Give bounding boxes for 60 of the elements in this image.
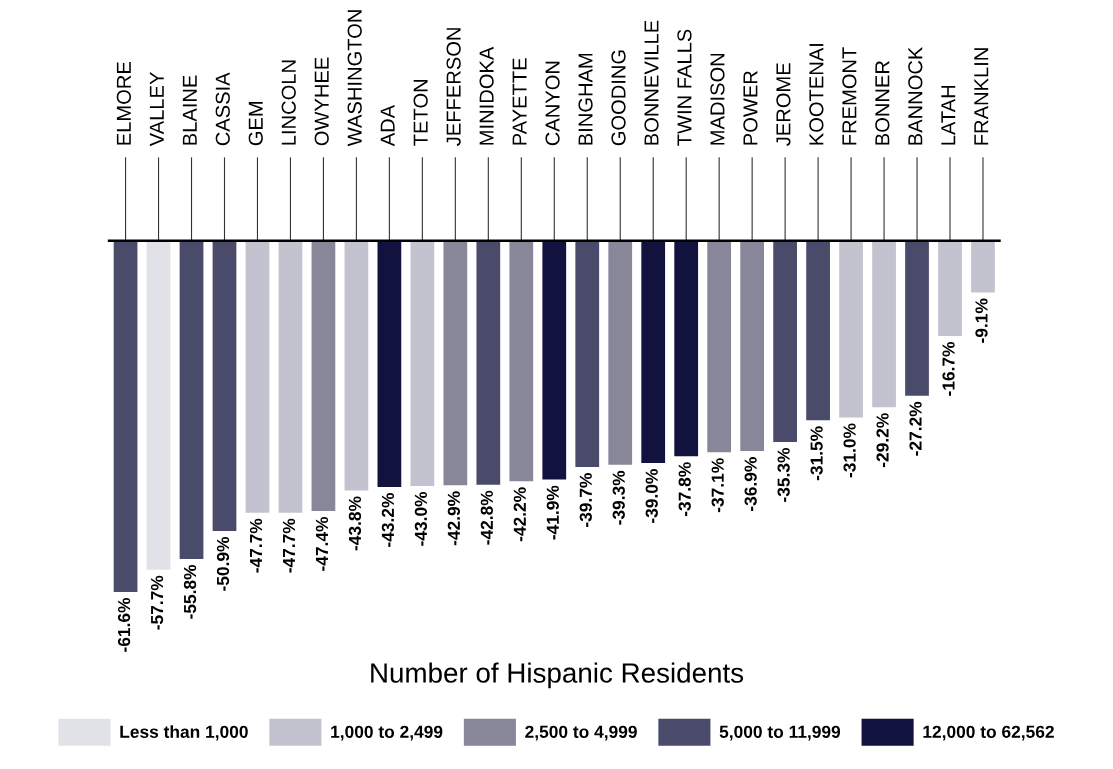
x-tick-label: LINCOLN xyxy=(281,60,296,145)
x-tick-label: MADISON xyxy=(710,53,725,145)
x-tick-label: FRANKLIN xyxy=(974,48,989,145)
legend-label: 5,000 to 11,999 xyxy=(719,725,841,741)
x-tick-label: GEM xyxy=(248,102,263,146)
data-label: -47.7% xyxy=(249,518,263,573)
data-label: -9.1% xyxy=(975,298,988,343)
data-label: -27.2% xyxy=(909,401,922,456)
x-tick-label: JEFFERSON xyxy=(446,28,461,146)
data-label: -47.4% xyxy=(315,517,329,571)
data-label: -31.0% xyxy=(843,423,856,478)
legend-label: Less than 1,000 xyxy=(120,725,248,741)
legend-label: 2,500 to 4,999 xyxy=(525,725,637,741)
data-label: -39.0% xyxy=(645,469,658,523)
data-label: -42.2% xyxy=(513,487,526,542)
data-label: -55.8% xyxy=(183,564,197,619)
x-tick-label: BINGHAM xyxy=(578,53,593,145)
x-tick-label: ADA xyxy=(380,104,395,147)
legend-label: 1,000 to 2,499 xyxy=(331,725,443,741)
x-tick-label: VALLEY xyxy=(149,72,164,147)
data-label: -36.9% xyxy=(744,457,757,511)
x-tick-label: WASHINGTON xyxy=(347,10,362,147)
x-tick-label: MINIDOKA xyxy=(479,46,494,145)
data-label: -31.5% xyxy=(810,426,823,481)
x-tick-label: FREMONT xyxy=(842,47,857,145)
x-tick-label: LATAH xyxy=(941,85,956,145)
legend-label: 12,000 to 62,562 xyxy=(923,725,1054,741)
x-tick-label: PAYETTE xyxy=(512,58,527,145)
data-label: -50.9% xyxy=(216,536,230,591)
x-tick-label: ELMORE xyxy=(116,62,131,145)
data-label: -29.2% xyxy=(876,413,889,468)
x-tick-label: KOOTENAI xyxy=(809,44,824,145)
x-tick-label: BONNEVILLE xyxy=(644,20,659,145)
data-label: -43.8% xyxy=(348,496,362,551)
x-tick-label: OWYHEE xyxy=(314,57,329,146)
data-label: -39.7% xyxy=(579,473,592,527)
legend-title: Number of Hispanic Residents xyxy=(371,662,744,689)
data-label: -43.0% xyxy=(414,491,428,546)
x-tick-label: CASSIA xyxy=(215,72,230,146)
data-label: -41.9% xyxy=(546,485,559,540)
data-label: -16.7% xyxy=(942,341,955,396)
x-tick-label: BANNOCK xyxy=(908,46,923,145)
x-tick-label: GOODING xyxy=(611,50,626,146)
x-tick-label: JEROME xyxy=(776,63,791,146)
data-label: -42.8% xyxy=(480,490,493,545)
data-label: -61.6% xyxy=(117,597,131,652)
data-label: -35.3% xyxy=(777,448,790,502)
x-tick-label: BLAINE xyxy=(182,75,197,145)
data-label: -42.9% xyxy=(447,491,460,546)
x-tick-label: TETON xyxy=(413,80,428,146)
data-label: -37.1% xyxy=(711,458,724,513)
x-tick-label: POWER xyxy=(743,71,758,145)
data-label: -37.8% xyxy=(678,462,691,517)
x-tick-label: TWIN FALLS xyxy=(677,29,692,146)
x-tick-label: CANYON xyxy=(545,61,560,146)
data-label: -47.7% xyxy=(282,518,296,573)
x-tick-label: BONNER xyxy=(875,61,890,145)
data-label: -39.3% xyxy=(612,470,625,525)
data-label: -43.2% xyxy=(381,493,395,547)
data-label: -57.7% xyxy=(150,575,164,630)
